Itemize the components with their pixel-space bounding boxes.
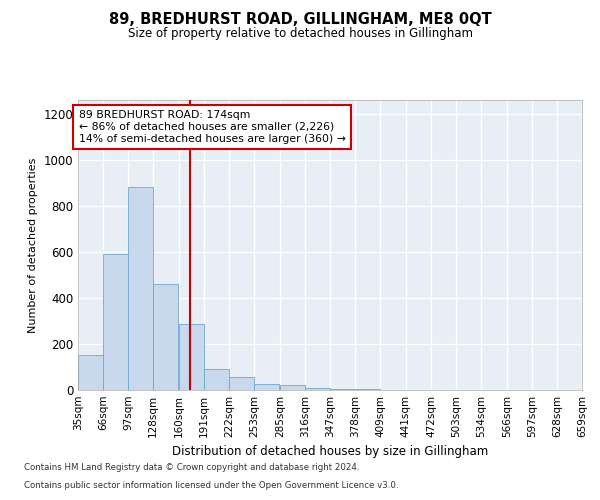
Text: 89, BREDHURST ROAD, GILLINGHAM, ME8 0QT: 89, BREDHURST ROAD, GILLINGHAM, ME8 0QT — [109, 12, 491, 28]
Bar — [179, 324, 204, 390]
Bar — [229, 378, 254, 390]
Text: 89 BREDHURST ROAD: 174sqm
← 86% of detached houses are smaller (2,226)
14% of se: 89 BREDHURST ROAD: 174sqm ← 86% of detac… — [79, 110, 346, 144]
Text: Size of property relative to detached houses in Gillingham: Size of property relative to detached ho… — [128, 28, 473, 40]
Bar — [280, 386, 305, 390]
Bar — [128, 188, 153, 390]
Text: Contains HM Land Registry data © Crown copyright and database right 2024.: Contains HM Land Registry data © Crown c… — [24, 464, 359, 472]
X-axis label: Distribution of detached houses by size in Gillingham: Distribution of detached houses by size … — [172, 446, 488, 458]
Bar — [153, 284, 178, 390]
Y-axis label: Number of detached properties: Number of detached properties — [28, 158, 38, 332]
Text: Contains public sector information licensed under the Open Government Licence v3: Contains public sector information licen… — [24, 481, 398, 490]
Bar — [78, 356, 103, 390]
Bar — [305, 388, 330, 390]
Bar — [103, 254, 128, 390]
Bar — [330, 389, 355, 390]
Bar — [254, 384, 279, 390]
Bar — [204, 370, 229, 390]
